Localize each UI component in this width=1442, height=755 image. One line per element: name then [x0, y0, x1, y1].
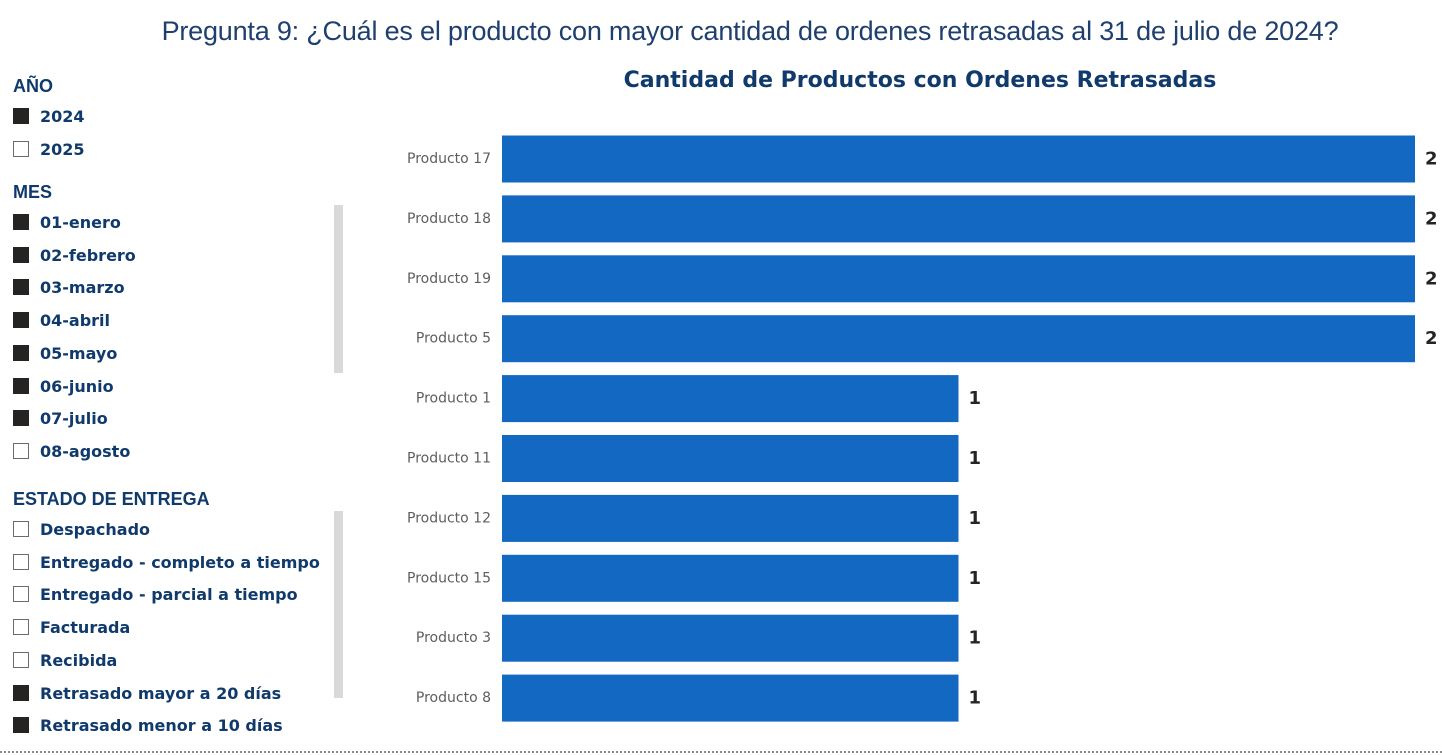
status-item[interactable]: Retrasado menor a 10 días — [13, 713, 283, 737]
month-label: 01-enero — [40, 212, 121, 232]
month-label: 03-marzo — [40, 277, 125, 297]
checkbox[interactable] — [13, 279, 29, 295]
status-item[interactable]: Despachado — [13, 517, 150, 541]
status-item[interactable]: Retrasado mayor a 20 días — [13, 681, 281, 705]
chart-title: Cantidad de Productos con Ordenes Retras… — [623, 68, 1217, 93]
data-label: 2 — [1425, 328, 1438, 349]
category-tick-label: Producto 1 — [416, 391, 491, 407]
month-item[interactable]: 03-marzo — [13, 275, 125, 299]
month-label: 07-julio — [40, 408, 108, 428]
data-label: 2 — [1425, 149, 1438, 170]
bar[interactable] — [502, 674, 959, 722]
checkbox[interactable] — [13, 247, 29, 263]
bar[interactable] — [502, 375, 959, 423]
status-scrollbar[interactable] — [334, 511, 343, 698]
year-label: 2024 — [40, 106, 85, 126]
checkbox[interactable] — [13, 717, 29, 733]
checkbox[interactable] — [13, 586, 29, 602]
status-label: Retrasado mayor a 20 días — [40, 683, 282, 703]
category-tick-label: Producto 8 — [416, 690, 491, 706]
status-item[interactable]: Facturada — [13, 615, 130, 639]
bar[interactable] — [502, 494, 959, 542]
month-item[interactable]: 07-julio — [13, 406, 108, 430]
checkbox[interactable] — [13, 312, 29, 328]
checkbox[interactable] — [13, 141, 29, 157]
category-tick-label: Producto 3 — [416, 630, 491, 646]
month-scrollbar[interactable] — [334, 205, 343, 373]
checkbox[interactable] — [13, 652, 29, 668]
checkbox[interactable] — [13, 619, 29, 635]
data-label: 1 — [969, 688, 982, 709]
data-label: 2 — [1425, 268, 1438, 289]
month-item[interactable]: 05-mayo — [13, 341, 117, 365]
status-slicer-header: ESTADO DE ENTREGA — [13, 489, 210, 509]
category-tick-label: Producto 11 — [407, 451, 491, 467]
year-label: 2025 — [40, 139, 85, 159]
page-title: Pregunta 9: ¿Cuál es el producto con may… — [161, 16, 1339, 46]
month-label: 04-abril — [40, 310, 111, 330]
month-label: 06-junio — [40, 376, 114, 396]
checkbox[interactable] — [13, 443, 29, 459]
bar[interactable] — [502, 135, 1415, 183]
data-label: 1 — [969, 508, 982, 529]
status-item[interactable]: Recibida — [13, 648, 117, 672]
checkbox[interactable] — [13, 554, 29, 570]
data-label: 2 — [1425, 208, 1438, 229]
status-item[interactable]: Entregado - parcial a tiempo — [13, 582, 298, 606]
month-item[interactable]: 04-abril — [13, 308, 110, 332]
month-item[interactable]: 06-junio — [13, 374, 114, 398]
status-item[interactable]: Entregado - completo a tiempo — [13, 550, 320, 574]
checkbox[interactable] — [13, 410, 29, 426]
month-item[interactable]: 02-febrero — [13, 243, 136, 267]
bar[interactable] — [502, 315, 1415, 363]
year-item-2024[interactable]: 2024 — [13, 104, 85, 128]
page-bottom-border — [0, 751, 1442, 753]
checkbox[interactable] — [13, 378, 29, 394]
status-label: Recibida — [40, 650, 118, 670]
checkbox[interactable] — [13, 685, 29, 701]
category-tick-label: Producto 17 — [407, 151, 491, 167]
bar[interactable] — [502, 554, 959, 602]
year-slicer-header: AÑO — [13, 76, 53, 96]
checkbox[interactable] — [13, 521, 29, 537]
month-slicer-header: MES — [13, 182, 53, 202]
bar[interactable] — [502, 195, 1415, 243]
bar[interactable] — [502, 614, 959, 662]
status-label: Entregado - parcial a tiempo — [40, 584, 298, 604]
year-item-2025[interactable]: 2025 — [13, 137, 85, 161]
category-tick-label: Producto 12 — [407, 510, 491, 526]
checkbox[interactable] — [13, 345, 29, 361]
category-tick-label: Producto 15 — [407, 570, 491, 586]
month-item[interactable]: 08-agosto — [13, 439, 130, 463]
month-label: 02-febrero — [40, 245, 136, 265]
month-label: 05-mayo — [40, 343, 118, 363]
data-label: 1 — [969, 628, 982, 649]
month-label: 08-agosto — [40, 441, 131, 461]
bar[interactable] — [502, 435, 959, 482]
category-tick-label: Producto 5 — [416, 331, 491, 347]
checkbox[interactable] — [13, 108, 29, 124]
data-label: 1 — [969, 388, 982, 409]
bar[interactable] — [502, 255, 1415, 303]
status-label: Despachado — [40, 519, 151, 539]
data-label: 1 — [969, 568, 982, 589]
category-tick-label: Producto 19 — [407, 271, 491, 287]
status-label: Retrasado menor a 10 días — [40, 715, 283, 735]
checkbox[interactable] — [13, 214, 29, 230]
data-label: 1 — [969, 448, 982, 469]
month-item[interactable]: 01-enero — [13, 210, 121, 234]
category-tick-label: Producto 18 — [407, 211, 491, 227]
status-label: Facturada — [40, 617, 131, 637]
status-label: Entregado - completo a tiempo — [40, 552, 320, 572]
